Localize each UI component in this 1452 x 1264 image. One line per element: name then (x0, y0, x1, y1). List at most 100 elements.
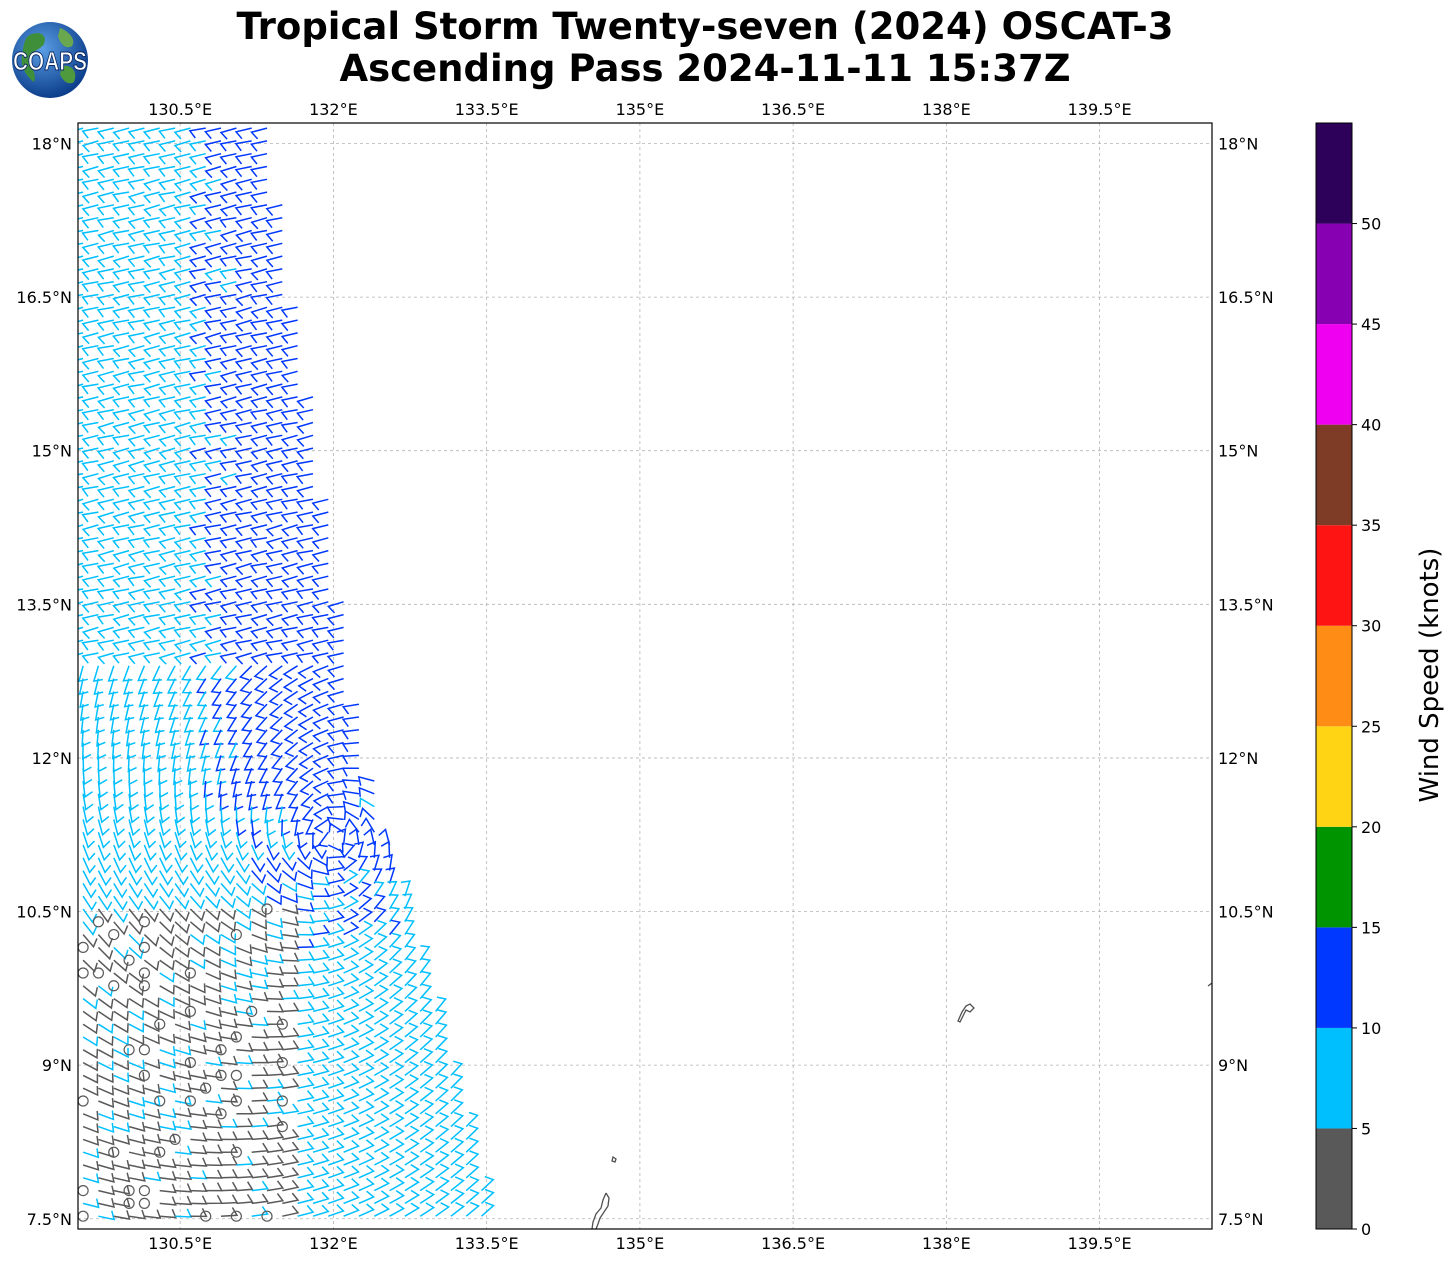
wind-barb (96, 562, 114, 574)
wind-barb (158, 524, 176, 537)
wind-barb (419, 1163, 435, 1179)
wind-barb (251, 1092, 269, 1102)
colorbar-bin (1316, 1027, 1352, 1129)
wind-barb (249, 140, 268, 152)
calm-wind-marker (169, 1133, 181, 1145)
wind-barb (127, 319, 145, 331)
wind-barb (343, 921, 360, 936)
wind-barb (311, 511, 329, 524)
wind-barb (205, 844, 219, 862)
wind-barb (311, 562, 329, 575)
wind-barb (113, 883, 128, 899)
wind-barb (328, 897, 346, 910)
wind-barb (266, 1142, 285, 1153)
wind-barb (97, 229, 115, 243)
wind-barb (186, 755, 197, 773)
wind-barb (312, 987, 330, 1000)
wind-barb (96, 242, 114, 255)
wind-barb (297, 729, 314, 744)
wind-barb (266, 844, 280, 861)
wind-barb (159, 996, 175, 1008)
wind-barb (234, 152, 252, 165)
calm-wind-marker (138, 1069, 151, 1081)
wind-barb (173, 165, 191, 178)
wind-barb (157, 165, 176, 177)
wind-barb (219, 588, 237, 600)
wind-barb (296, 421, 314, 435)
wind-barb (97, 870, 112, 887)
wind-barb (187, 768, 198, 786)
wind-barb (297, 879, 314, 890)
wind-barb (326, 793, 344, 804)
wind-barb (281, 844, 296, 861)
wind-barb (143, 819, 156, 837)
wind-barb (113, 870, 128, 887)
wind-barb (205, 958, 221, 969)
calm-wind-marker (92, 967, 105, 979)
wind-barb (234, 626, 252, 639)
wind-barb (220, 981, 238, 992)
wind-barb (189, 844, 203, 862)
wind-barb (158, 447, 176, 460)
wind-barb (113, 844, 127, 862)
wind-barb (97, 844, 111, 862)
wind-barb (328, 922, 345, 936)
wind-barb (81, 242, 99, 255)
wind-barb (250, 357, 268, 371)
wind-barb (78, 383, 84, 387)
wind-barb (112, 472, 130, 485)
wind-barb (143, 908, 159, 923)
wind-barb (312, 1102, 330, 1115)
wind-barb (311, 549, 329, 563)
wind-barb (203, 601, 222, 613)
wind-barb (98, 1147, 115, 1158)
wind-barb (127, 306, 145, 319)
wind-barb (419, 1022, 434, 1038)
wind-barb (143, 831, 157, 849)
wind-barb (82, 1173, 100, 1184)
wind-barb (450, 1073, 464, 1089)
wind-barb (190, 1044, 207, 1055)
wind-barb (328, 1012, 345, 1025)
wind-barb (127, 127, 145, 140)
wind-barb (234, 344, 252, 358)
wind-barb (78, 306, 84, 310)
wind-barb (435, 996, 448, 1012)
wind-barb (225, 703, 238, 720)
wind-barb (112, 537, 130, 549)
wind-barb (81, 511, 99, 523)
wind-barb (82, 895, 97, 912)
wind-barb (266, 832, 279, 850)
wind-barb (312, 716, 329, 730)
wind-barb (82, 806, 94, 824)
wind-barb (190, 1069, 208, 1080)
wind-barb (158, 588, 176, 600)
wind-barb (82, 1148, 100, 1159)
wind-barb (97, 806, 110, 824)
wind-barb (184, 729, 195, 746)
calm-wind-marker (184, 1056, 196, 1069)
wind-barb (235, 306, 252, 320)
wind-barb (236, 1105, 254, 1115)
wind-barb (203, 293, 222, 306)
wind-barb (236, 956, 253, 967)
wind-barb (224, 665, 237, 681)
wind-barb (266, 929, 284, 940)
wind-barb (280, 562, 298, 576)
wind-barb (419, 1189, 436, 1205)
wind-barb (481, 1201, 495, 1217)
wind-barb (188, 613, 206, 626)
wind-barb (157, 255, 176, 267)
calm-wind-marker (138, 941, 151, 953)
wind-barb (280, 613, 298, 627)
colorbar-tick-label: 25 (1361, 717, 1381, 736)
wind-barb (78, 613, 84, 617)
wind-barb (204, 806, 216, 824)
wind-barb (127, 447, 145, 460)
wind-barb (203, 421, 222, 433)
wind-barb (328, 1140, 345, 1153)
wind-barb (158, 344, 176, 357)
wind-barb (373, 1177, 391, 1192)
wind-barb (328, 1114, 345, 1128)
wind-barb (78, 460, 84, 463)
